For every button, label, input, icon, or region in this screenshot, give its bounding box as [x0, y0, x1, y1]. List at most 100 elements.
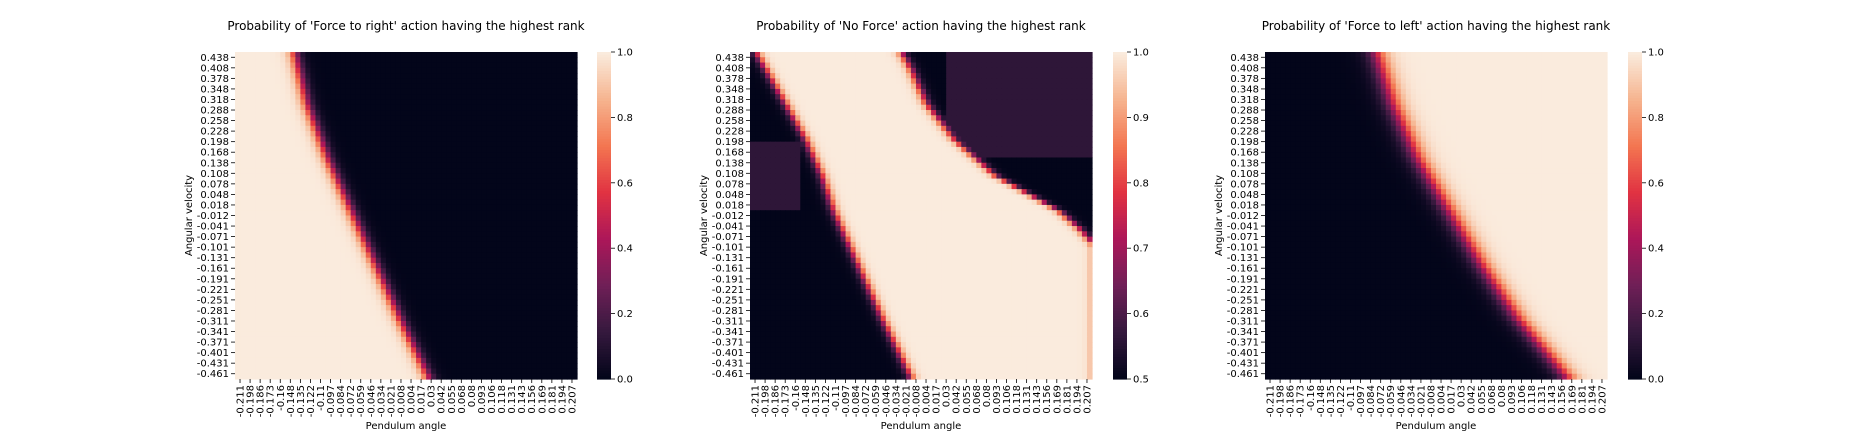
heatmap-cell [300, 142, 306, 148]
heatmap-cell [881, 52, 887, 58]
heatmap-cell [401, 168, 407, 174]
heatmap-cell [481, 353, 487, 359]
heatmap-cell [537, 332, 543, 338]
heatmap-cell [240, 131, 246, 137]
heatmap-cell [411, 321, 417, 327]
heatmap-cell [527, 52, 533, 58]
heatmap-cell [426, 300, 432, 306]
heatmap-cell [290, 173, 296, 179]
heatmap-cell [471, 332, 477, 338]
heatmap-cell [517, 284, 523, 290]
heatmap-cell [486, 94, 492, 100]
heatmap-cell [356, 231, 362, 237]
heatmap-cell [961, 68, 967, 74]
heatmap-cell [431, 332, 437, 338]
heatmap-cell [785, 84, 791, 90]
heatmap-cell [497, 353, 503, 359]
heatmap-cell [376, 305, 382, 311]
heatmap-cell [371, 332, 377, 338]
heatmap-cell [552, 358, 558, 364]
heatmap-cell [562, 136, 568, 142]
heatmap-cell [310, 52, 316, 58]
colorbar-tick-label: 0.4 [617, 244, 633, 255]
heatmap-cell [572, 163, 578, 169]
heatmap-cell [240, 289, 246, 295]
heatmap-cell [441, 289, 447, 295]
heatmap-cell [386, 142, 392, 148]
heatmap-cell [336, 242, 342, 248]
heatmap-cell [391, 89, 397, 95]
heatmap-cell [371, 316, 377, 322]
heatmap-cell [461, 184, 467, 190]
heatmap-cell [331, 295, 337, 301]
heatmap-cell [240, 179, 246, 185]
heatmap-cell [275, 326, 281, 332]
heatmap-cell [775, 63, 781, 69]
heatmap-cell [557, 136, 563, 142]
heatmap-cell [492, 231, 498, 237]
heatmap-cell [562, 242, 568, 248]
heatmap-cell [275, 268, 281, 274]
heatmap-cell [235, 321, 241, 327]
heatmap-cell [300, 68, 306, 74]
heatmap-cell [351, 247, 357, 253]
heatmap-cell [466, 316, 472, 322]
heatmap-cell [446, 200, 452, 206]
heatmap-cell [542, 189, 548, 195]
heatmap-cell [300, 163, 306, 169]
heatmap-cell [381, 279, 387, 285]
heatmap-cell [567, 268, 573, 274]
heatmap-cell [486, 168, 492, 174]
heatmap-cell [366, 126, 372, 132]
heatmap-cell [275, 63, 281, 69]
heatmap-cell [461, 289, 467, 295]
heatmap-cell [326, 210, 332, 216]
heatmap-cell [567, 157, 573, 163]
heatmap-cell [331, 68, 337, 74]
heatmap-cell [235, 173, 241, 179]
heatmap-cell [391, 205, 397, 211]
heatmap-cell [406, 131, 412, 137]
heatmap-cell [336, 342, 342, 348]
heatmap-cell [396, 89, 402, 95]
heatmap-cell [381, 105, 387, 111]
heatmap-cell [507, 258, 513, 264]
heatmap-cell [527, 173, 533, 179]
heatmap-cell [1022, 63, 1028, 69]
heatmap-cell [846, 63, 852, 69]
heatmap-cell [532, 284, 538, 290]
heatmap-cell [310, 210, 316, 216]
heatmap-cell [941, 63, 947, 69]
heatmap-cell [552, 226, 558, 232]
heatmap-cell [851, 84, 857, 90]
heatmap-cell [537, 94, 543, 100]
heatmap-cell [351, 242, 357, 248]
heatmap-cell [386, 205, 392, 211]
heatmap-cell [517, 242, 523, 248]
heatmap-cell [830, 89, 836, 95]
heatmap-cell [341, 168, 347, 174]
heatmap-cell [255, 200, 261, 206]
heatmap-cell [235, 363, 241, 369]
heatmap-cell [411, 157, 417, 163]
heatmap-cell [476, 89, 482, 95]
heatmap-cell [476, 205, 482, 211]
heatmap-cell [906, 78, 912, 84]
heatmap-cell [527, 147, 533, 153]
heatmap-cell [250, 110, 256, 116]
heatmap-cell [275, 68, 281, 74]
heatmap-cell [411, 358, 417, 364]
heatmap-cell [366, 163, 372, 169]
heatmap-cell [991, 84, 997, 90]
heatmap-cell [507, 173, 513, 179]
heatmap-cell [562, 268, 568, 274]
heatmap-cell [542, 89, 548, 95]
heatmap-cell [476, 78, 482, 84]
heatmap-cell [270, 337, 276, 343]
heatmap-cell [331, 126, 337, 132]
heatmap-cell [305, 300, 311, 306]
heatmap-cell [235, 342, 241, 348]
heatmap-cell [492, 78, 498, 84]
heatmap-cell [356, 279, 362, 285]
heatmap-cell [245, 242, 251, 248]
